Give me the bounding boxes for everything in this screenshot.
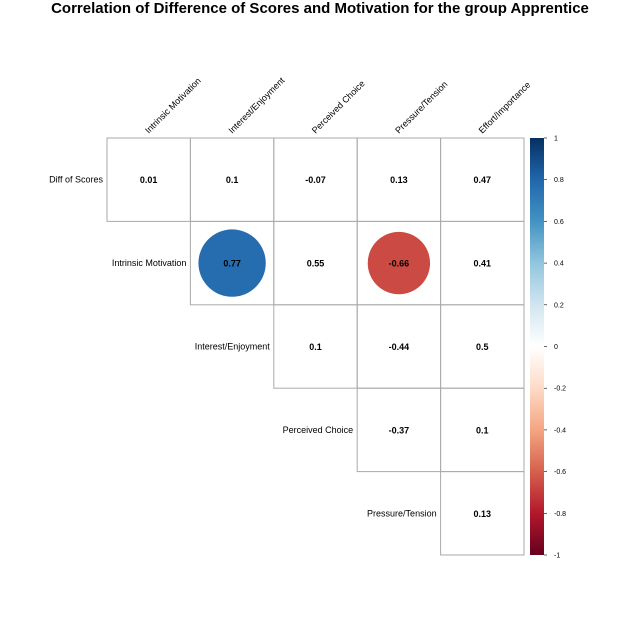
colorbar-tick-label: -1	[554, 553, 560, 560]
value-label-2-4: 0.5	[476, 342, 489, 352]
chart-title: Correlation of Difference of Scores and …	[51, 0, 589, 17]
column-label-2: Perceived Choice	[310, 78, 367, 135]
value-label-2-3: -0.44	[389, 342, 410, 352]
value-label-0-4: 0.47	[474, 175, 492, 185]
value-label-0-2: -0.07	[305, 175, 326, 185]
value-label-4-4: 0.13	[474, 509, 492, 519]
value-label-1-4: 0.41	[474, 259, 492, 269]
row-label-1: Intrinsic Motivation	[112, 258, 187, 268]
colorbar-tick-label: 0.6	[554, 219, 564, 226]
value-label-1-3: -0.66	[389, 259, 410, 269]
column-label-3: Pressure/Tension	[393, 79, 449, 135]
colorbar-tick-label: 0.8	[554, 177, 564, 184]
column-label-0: Intrinsic Motivation	[143, 76, 203, 136]
value-label-1-2: 0.55	[307, 259, 325, 269]
value-label-0-1: 0.1	[226, 175, 239, 185]
colorbar-tick-label: -0.8	[554, 511, 566, 518]
row-labels: Diff of Scores Intrinsic Motivation Intere…	[49, 175, 436, 519]
value-label-3-3: -0.37	[389, 425, 410, 435]
value-label-3-4: 0.1	[476, 425, 489, 435]
colorbar-tick-label: -0.4	[554, 427, 566, 434]
colorbar-tick-label: 0	[554, 344, 558, 351]
grid	[106, 137, 525, 556]
colorbar-tick-label: -0.2	[554, 386, 566, 393]
value-label-2-2: 0.1	[309, 342, 322, 352]
row-label-3: Perceived Choice	[283, 425, 354, 435]
colorbar-tick-label: -0.6	[554, 469, 566, 476]
colorbar-tick-label: 0.4	[554, 261, 564, 268]
value-label-1-1: 0.77	[223, 259, 241, 269]
row-label-2: Interest/Enjoyment	[195, 342, 271, 352]
cell-4-4	[440, 471, 525, 556]
column-labels: Intrinsic Motivation Interest/Enjoyment Pe…	[143, 75, 532, 135]
value-labels: 0.01 0.1 -0.07 0.13 0.47 0.77 0.55 -0.66 0.41 0.1…	[140, 175, 491, 519]
row-label-4: Pressure/Tension	[367, 508, 437, 518]
colorbar: 1 0.8 0.6 0.4 0.2 0 -0.2 -0.4 -0.6 -0.8 -1	[530, 136, 566, 560]
value-label-0-0: 0.01	[140, 175, 158, 185]
colorbar-gradient	[530, 138, 544, 555]
colorbar-tick-label: 1	[554, 136, 558, 143]
value-label-0-3: 0.13	[390, 175, 408, 185]
circle-1-1	[198, 229, 266, 297]
circle-1-3	[367, 231, 431, 295]
column-label-4: Effort/Importance	[477, 80, 533, 136]
column-label-1: Interest/Enjoyment	[226, 75, 286, 135]
colorbar-tick-label: 0.2	[554, 302, 564, 309]
row-label-0: Diff of Scores	[49, 175, 103, 185]
correlation-circles	[198, 229, 431, 297]
